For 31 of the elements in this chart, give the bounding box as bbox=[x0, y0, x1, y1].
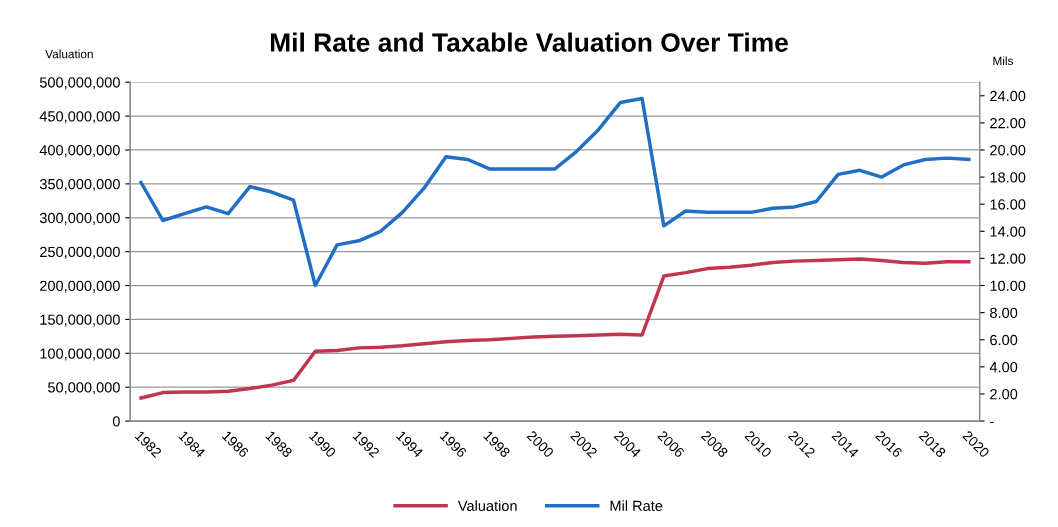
legend-label: Valuation bbox=[457, 500, 517, 511]
y2-tick-label: 4.00 bbox=[989, 361, 1018, 373]
y2-tick-label: 18.00 bbox=[990, 172, 1026, 183]
y2-tick-label: 10.00 bbox=[990, 280, 1026, 291]
y2-tick-label: 12.00 bbox=[990, 253, 1026, 264]
y-tick-label: 250,000,000 bbox=[40, 246, 120, 259]
y-tick-label: 100,000,000 bbox=[40, 348, 120, 361]
y2-tick-label: 14.00 bbox=[990, 226, 1026, 237]
legend-label: Mil Rate bbox=[610, 500, 663, 511]
y2-tick-label: 6.00 bbox=[990, 334, 1018, 346]
y2-tick-label: 22.00 bbox=[990, 117, 1026, 129]
line-series bbox=[139, 257, 971, 400]
line-series bbox=[139, 96, 971, 288]
y2-tick-label: 2.00 bbox=[990, 389, 1018, 400]
chart-title: Mil Rate and Taxable Valuation Over Time bbox=[270, 32, 788, 52]
y-tick-label: 150,000,000 bbox=[40, 314, 120, 327]
y2-tick-label: 24.00 bbox=[990, 90, 1026, 102]
y2-tick-label: 20.00 bbox=[990, 145, 1026, 156]
y-tick-label: 200,000,000 bbox=[40, 280, 120, 293]
y-tick-label: 450,000,000 bbox=[39, 111, 120, 124]
y-axis-title: Valuation bbox=[45, 49, 93, 59]
y-tick-label: 350,000,000 bbox=[39, 178, 120, 192]
y-tick-label: 300,000,000 bbox=[39, 212, 120, 225]
y2-tick-label: - bbox=[990, 421, 994, 424]
y2-tick-label: 8.00 bbox=[990, 307, 1018, 319]
y-tick-label: 50,000,000 bbox=[48, 382, 120, 395]
y-tick-label: 0 bbox=[112, 416, 120, 427]
y2-tick-label: 16.00 bbox=[990, 199, 1026, 210]
y-tick-label: 500,000,000 bbox=[39, 77, 120, 90]
y-tick-label: 400,000,000 bbox=[39, 145, 120, 158]
y2-axis-title: Mils bbox=[993, 56, 1014, 66]
